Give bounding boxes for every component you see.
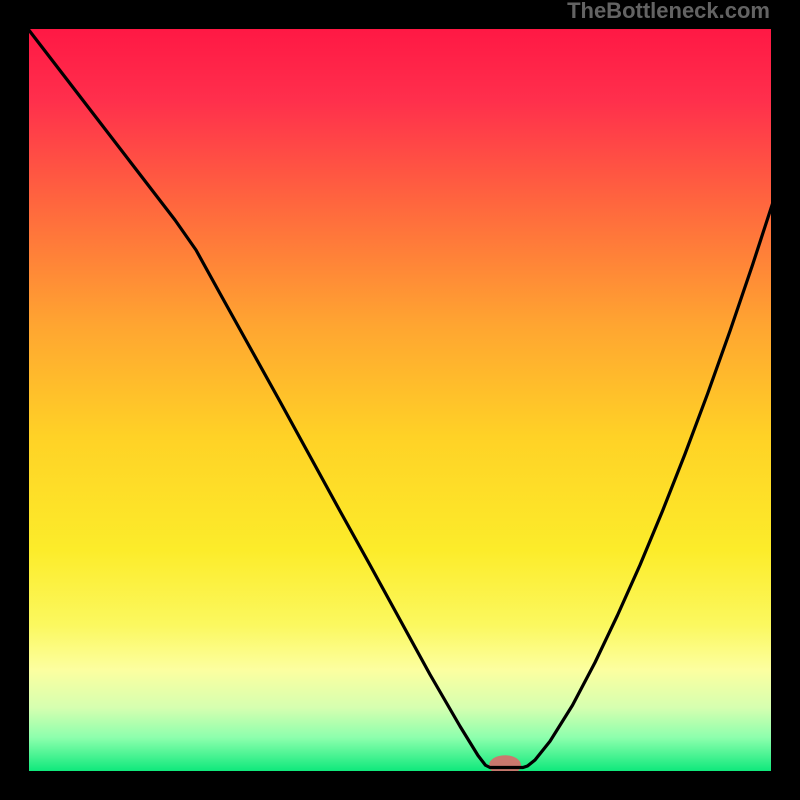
chart-plot-background — [25, 25, 775, 775]
bottleneck-chart: TheBottleneck.com — [0, 0, 800, 800]
watermark-text: TheBottleneck.com — [567, 0, 770, 23]
